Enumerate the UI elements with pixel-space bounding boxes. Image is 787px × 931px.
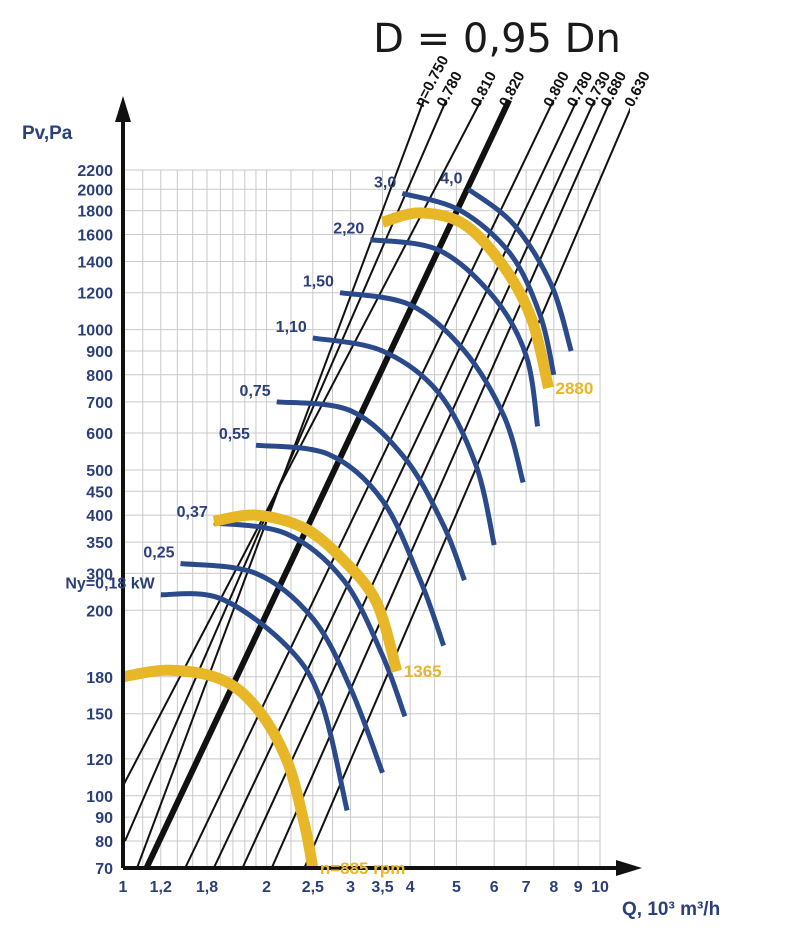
efficiency-line [241,99,596,868]
y-tick-label: 150 [86,707,113,724]
y-tick-label: 70 [95,861,113,878]
speed-label: n=885 rpm [320,859,406,878]
y-axis-arrow [115,96,131,122]
y-tick-label: 400 [86,508,113,525]
y-tick-label: 2000 [77,182,113,199]
efficiency-line [303,107,630,868]
y-tick-label: 1000 [77,323,113,340]
x-tick-label: 4 [406,879,415,896]
y-tick-label: 600 [86,426,113,443]
y-tick-label: 200 [86,603,113,620]
y-tick-label: 180 [86,670,113,687]
x-tick-label: 3,5 [371,879,393,896]
y-tick-label: 120 [86,752,113,769]
speed-curve [212,509,403,673]
x-axis-label: Q, 10³ m³/h [622,899,720,920]
efficiency-line [270,99,612,868]
x-tick-label: 1 [119,879,128,896]
x-tick-label: 1,8 [196,879,218,896]
y-tick-label: 500 [86,463,113,480]
speed-label: 1365 [404,662,442,681]
power-label: Ny=0,18 kW [65,576,155,593]
x-tick-label: 5 [452,879,461,896]
y-tick-label: 700 [86,395,113,412]
tick-labels: 2200200018001600140012001000900800700600… [77,163,609,896]
power-line [180,561,385,774]
y-tick-label: 1800 [77,204,113,221]
x-tick-label: 8 [549,879,558,896]
power-label: 2,20 [333,221,364,238]
power-label: 3,0 [374,174,396,191]
y-tick-label: 80 [95,834,113,851]
power-line [213,520,408,718]
power-label: 0,75 [240,383,271,400]
x-tick-label: 2 [262,879,271,896]
power-line [312,335,497,546]
x-tick-label: 2,5 [302,879,324,896]
x-tick-label: 10 [591,879,609,896]
y-tick-label: 90 [95,810,113,827]
x-tick-label: 1,2 [150,879,172,896]
x-axis-arrow [616,860,642,876]
y-tick-label: 350 [86,535,113,552]
y-tick-label: 300 [86,566,113,583]
y-tick-label: 900 [86,344,113,361]
speed-curves [122,207,554,870]
y-tick-label: 1400 [77,255,113,272]
chart-title: D = 0,95 Dn [373,16,621,62]
speed-label: 2880 [556,379,594,398]
efficiency-label: 0.810 [468,69,501,110]
speed-curve [122,664,319,870]
power-line [466,187,574,352]
y-tick-label: 1200 [77,286,113,303]
efficiency-line [124,99,448,842]
x-tick-label: 7 [522,879,531,896]
y-tick-label: 2200 [77,163,113,180]
x-tick-label: 6 [490,879,499,896]
y-tick-label: 1600 [77,227,113,244]
power-lines [160,187,574,812]
power-line [369,237,541,427]
power-line [401,190,557,376]
x-tick-label: 9 [574,879,583,896]
y-tick-label: 450 [86,484,113,501]
y-axis-label: Pv,Pa [22,123,73,144]
axes [115,96,642,876]
power-label: 4,0 [440,170,462,187]
power-label: 0,25 [143,544,174,561]
efficiency-lines [123,98,630,868]
power-label: 1,10 [276,319,307,336]
speed-curve [380,207,554,390]
power-label: 0,37 [177,504,208,521]
x-tick-label: 3 [346,879,355,896]
power-label: 1,50 [303,274,334,291]
power-label: 0,55 [219,426,250,443]
power-line [276,399,467,582]
y-tick-label: 800 [86,368,113,385]
power-line [339,290,526,484]
power-line [255,442,446,647]
efficiency-label: 0.820 [496,69,529,110]
y-tick-label: 100 [86,789,113,806]
efficiency-line [143,98,512,868]
power-line [160,591,350,812]
